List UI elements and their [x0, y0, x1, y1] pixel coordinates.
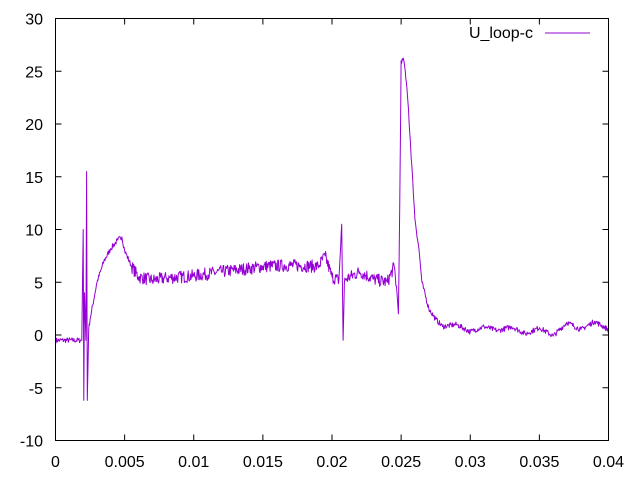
x-tick-label: 0.015	[243, 454, 283, 471]
y-tick-label: 15	[25, 170, 43, 187]
legend-label: U_loop-c	[469, 25, 533, 42]
y-tick-label: -5	[29, 381, 43, 398]
y-tick-label: -10	[20, 434, 43, 451]
y-tick-label: 25	[25, 64, 43, 81]
x-tick-label: 0.025	[381, 454, 421, 471]
series-line-u-loop-c	[55, 57, 609, 401]
y-tick-label: 0	[34, 328, 43, 345]
x-tick-label: 0.035	[519, 454, 559, 471]
x-tick-label: 0.04	[593, 454, 624, 471]
x-tick-label: 0.005	[105, 454, 145, 471]
series-line-group	[55, 57, 609, 401]
legend: U_loop-c	[469, 25, 590, 42]
x-tick-label: 0	[51, 454, 60, 471]
plot-border	[55, 18, 609, 441]
y-tick-label: 30	[25, 12, 43, 29]
y-tick-label: 10	[25, 223, 43, 240]
x-tick-label: 0.02	[316, 454, 347, 471]
axis-ticks: 0 0.005 0.01 0.015 0.02 0.025 0.03 0.035 0.04 -10…	[20, 12, 624, 472]
x-tick-label: 0.03	[455, 454, 486, 471]
y-tick-label: 20	[25, 117, 43, 134]
x-tick-label: 0.01	[178, 454, 209, 471]
y-tick-label: 5	[34, 275, 43, 292]
